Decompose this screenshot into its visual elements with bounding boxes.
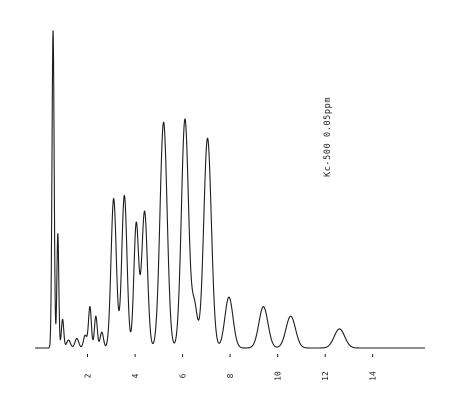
x-tick-label: 8 (226, 373, 235, 378)
x-tick-label: 6 (179, 373, 188, 378)
chromatogram-trace (35, 30, 426, 349)
x-tick-label: 10 (274, 371, 283, 381)
x-tick-label: 2 (84, 373, 93, 378)
x-tick-label: 4 (131, 373, 140, 378)
x-tick-label: 14 (369, 371, 378, 381)
sample-annotation: Kc-500 0.05ppm (323, 97, 333, 177)
trace-layer (35, 30, 426, 349)
x-tick-label: 12 (321, 371, 330, 381)
x-axis-ticks: 2 4 6 8 10 12 14 (84, 354, 378, 381)
